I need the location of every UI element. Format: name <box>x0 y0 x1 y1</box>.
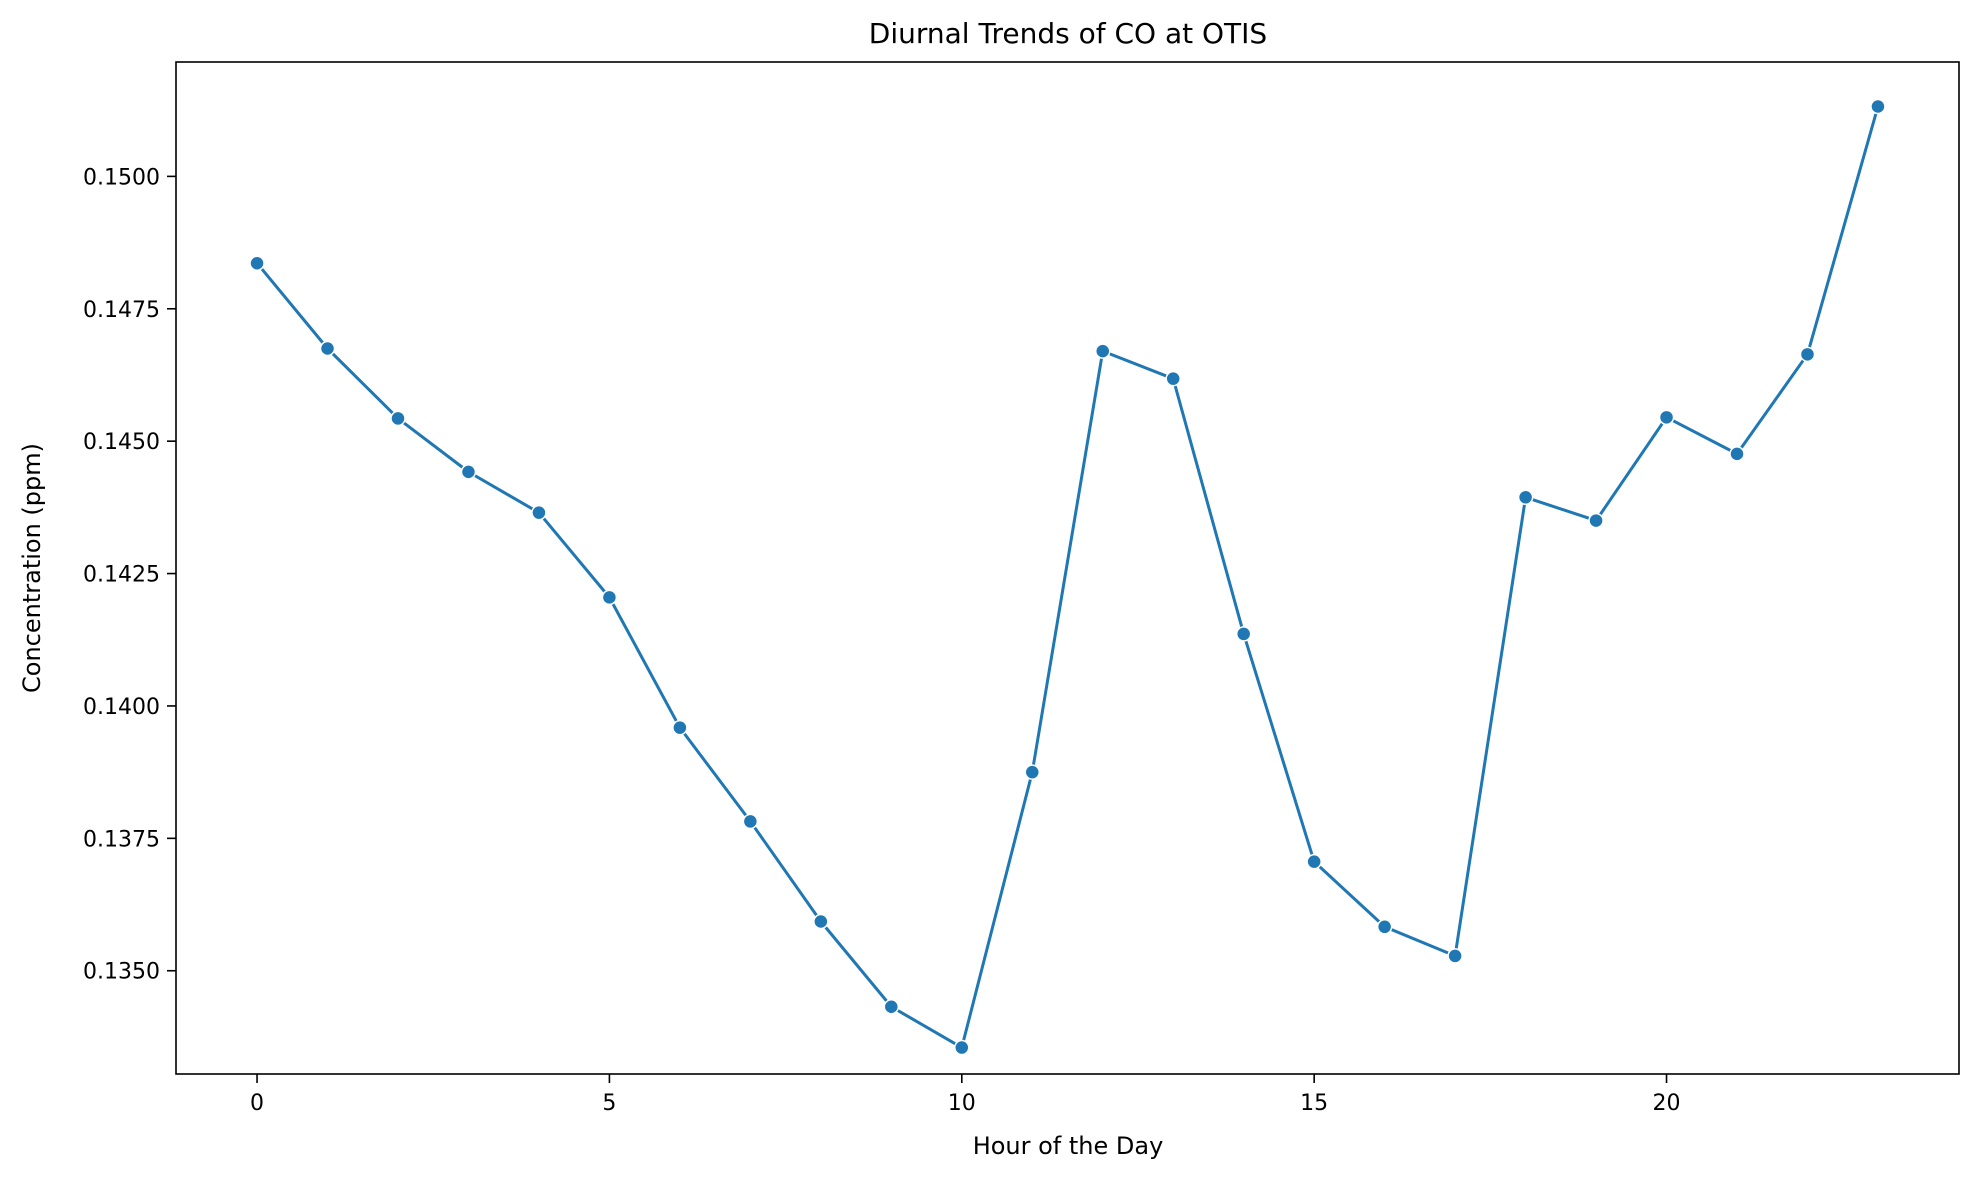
x-axis-label: Hour of the Day <box>973 1132 1164 1160</box>
data-point <box>1024 764 1041 780</box>
x-tick-label: 10 <box>948 1091 976 1116</box>
data-point <box>531 504 547 521</box>
x-tick-label: 5 <box>602 1091 616 1116</box>
data-point <box>249 255 265 271</box>
y-tick-label: 0.1400 <box>83 695 160 720</box>
data-point <box>1235 626 1252 642</box>
data-point <box>1658 409 1675 426</box>
data-point <box>1799 346 1816 363</box>
plot-area-frame <box>175 61 1960 1075</box>
data-point <box>1870 98 1886 115</box>
data-point <box>1094 343 1111 359</box>
y-tick-label: 0.1375 <box>83 827 160 852</box>
data-point <box>742 813 759 830</box>
data-point <box>813 913 829 930</box>
data-point <box>319 340 336 357</box>
x-tick-label: 15 <box>1300 1091 1328 1116</box>
data-point <box>601 589 618 606</box>
chart-title: Diurnal Trends of CO at OTIS <box>869 17 1267 50</box>
y-axis-label: Concentration (ppm) <box>18 443 46 693</box>
data-point <box>1729 446 1745 462</box>
y-tick-label: 0.1425 <box>83 563 160 588</box>
series-layer <box>249 98 1886 1056</box>
data-point <box>390 410 406 427</box>
data-point <box>1447 948 1463 964</box>
x-axis: 0 5 10 15 20 <box>250 1074 1681 1116</box>
data-point <box>1376 919 1393 935</box>
y-tick-label: 0.1500 <box>83 165 160 190</box>
data-point <box>1165 370 1181 387</box>
data-point <box>954 1039 970 1056</box>
y-tick-label: 0.1475 <box>83 298 160 323</box>
data-point <box>672 719 688 736</box>
y-tick-label: 0.1350 <box>83 960 160 985</box>
data-point <box>1306 853 1322 870</box>
y-axis: 0.1350 0.1375 0.1400 0.1425 0.1450 0.1475 0.15… <box>83 165 176 985</box>
data-point <box>460 464 477 480</box>
data-point <box>883 998 900 1015</box>
y-tick-label: 0.1450 <box>83 430 160 455</box>
series-line <box>255 106 1880 1050</box>
x-tick-label: 20 <box>1653 1091 1681 1116</box>
x-tick-label: 0 <box>250 1091 264 1116</box>
data-point <box>1517 489 1534 506</box>
data-point <box>1588 512 1604 529</box>
